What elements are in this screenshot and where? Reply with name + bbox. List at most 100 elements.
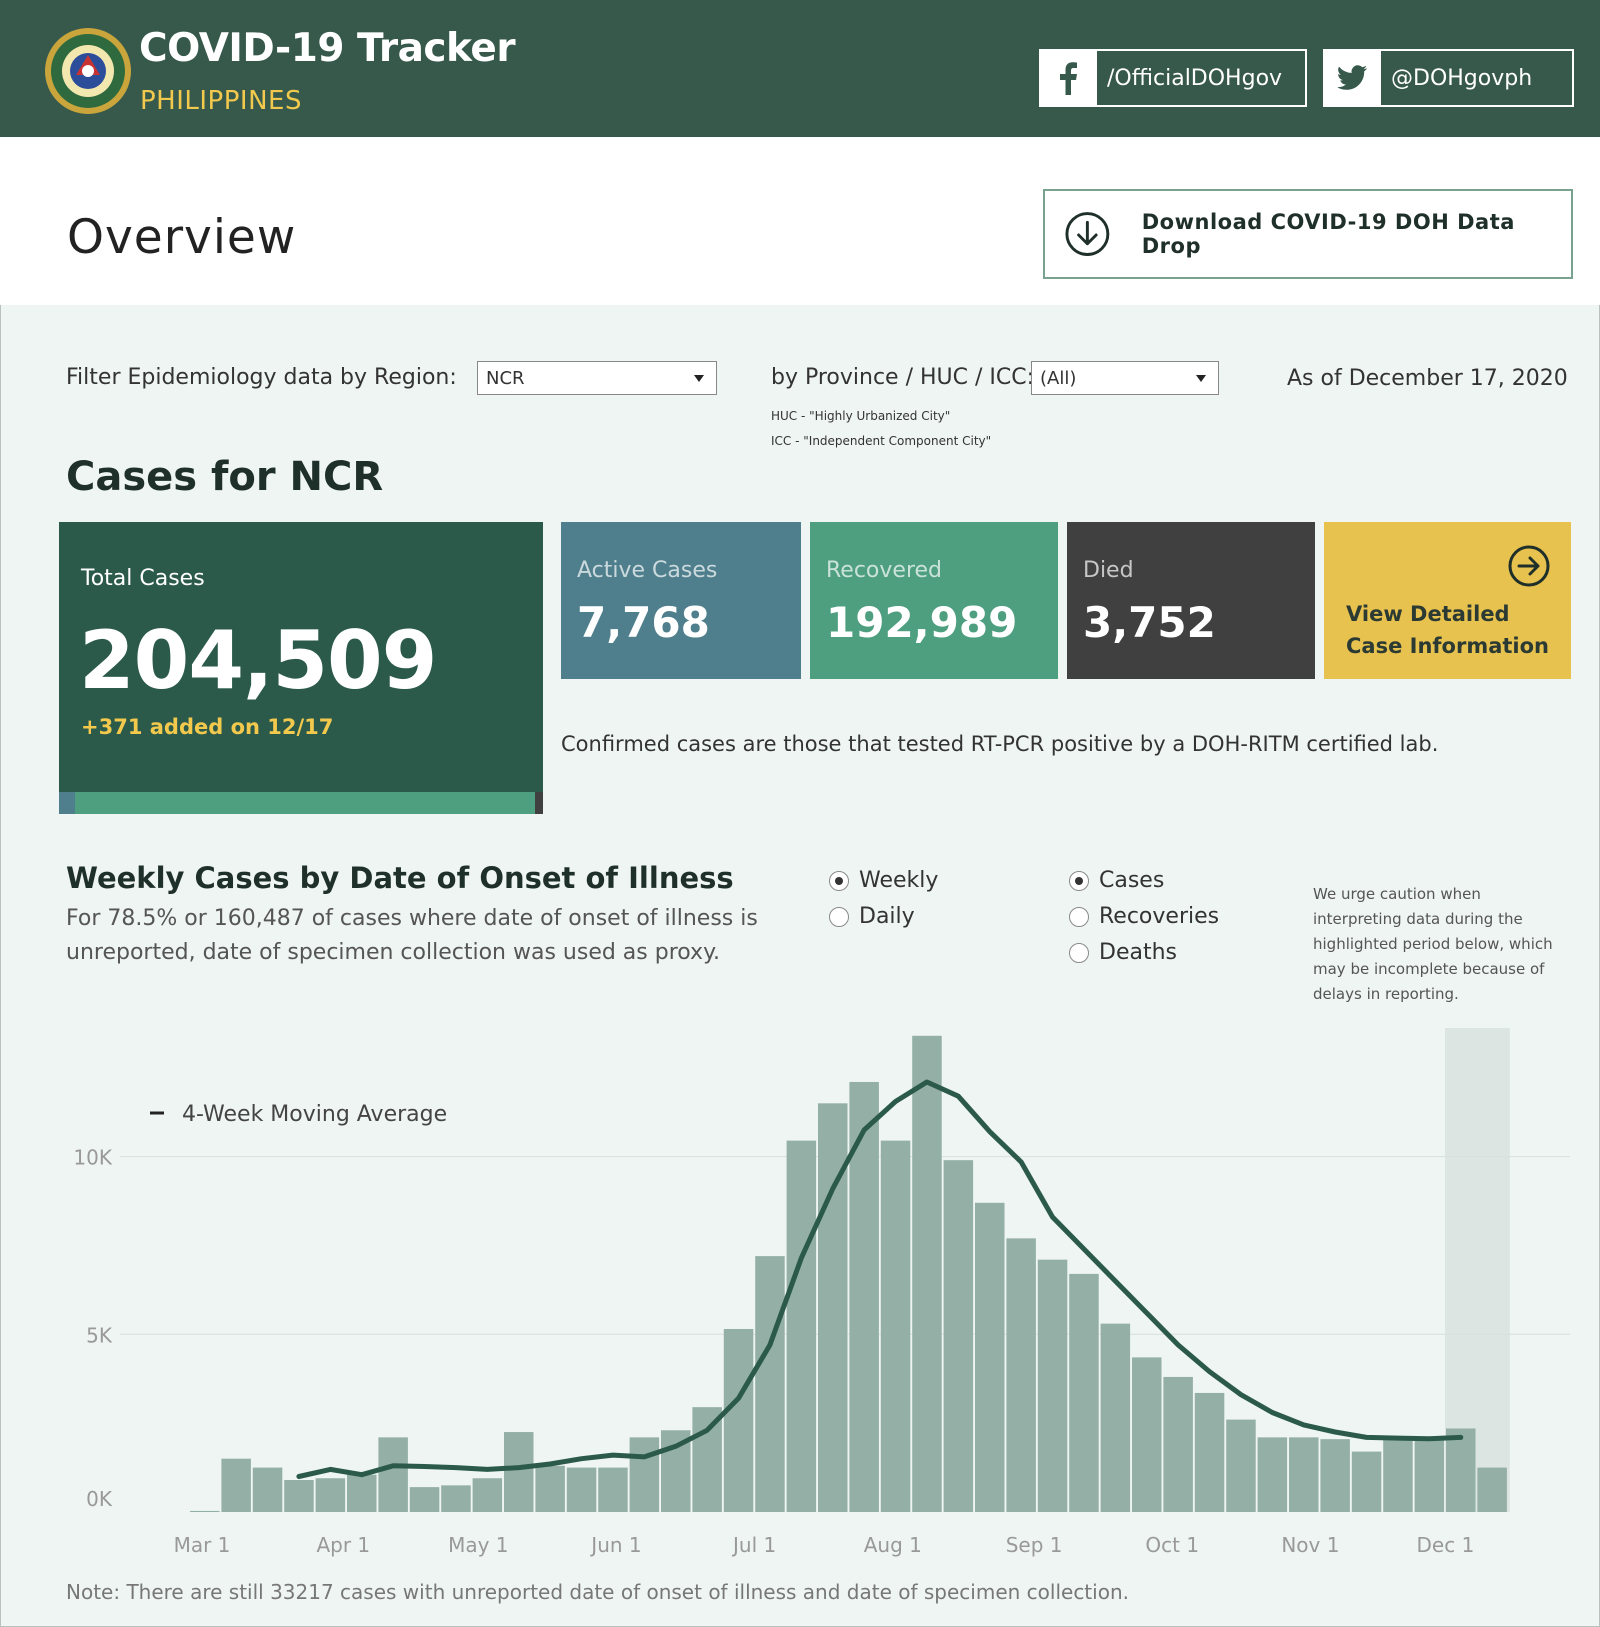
weekly-bar[interactable]	[284, 1480, 314, 1512]
region-select[interactable]: NCR	[477, 361, 717, 395]
weekly-cases-chart: 0K 5K 10K 4-Week Moving Average Mar 1 Apr 1 Ma…	[73, 1028, 1570, 1557]
weekly-bar[interactable]	[1194, 1392, 1225, 1512]
weekly-bar[interactable]	[378, 1437, 408, 1512]
weekly-bar[interactable]	[1351, 1451, 1382, 1512]
weekly-bar[interactable]	[252, 1467, 283, 1512]
weekly-bar[interactable]	[975, 1202, 1005, 1512]
x-tick-label: Jun 1	[589, 1533, 641, 1557]
weekly-bar[interactable]	[723, 1328, 754, 1512]
desc-line-1: For 78.5% or 160,487 of cases where date…	[66, 906, 758, 931]
x-tick-label: Jul 1	[731, 1533, 776, 1557]
weekly-bar[interactable]	[1100, 1323, 1131, 1512]
as-of-date: As of December 17, 2020	[1287, 366, 1568, 391]
download-data-drop-button[interactable]: Download COVID-19 DOH Data Drop	[1043, 189, 1573, 279]
x-tick-label: Nov 1	[1281, 1533, 1339, 1557]
weekly-bar[interactable]	[755, 1256, 785, 1512]
recovered-label: Recovered	[826, 558, 943, 583]
province-select-value: (All)	[1040, 368, 1077, 389]
desc-line-2: unreported, date of specimen collection …	[66, 940, 720, 965]
weekly-bar[interactable]	[598, 1467, 628, 1512]
radio-weekly-dot	[829, 870, 849, 891]
x-tick-label: Sep 1	[1006, 1533, 1063, 1557]
weekly-bar[interactable]	[1289, 1437, 1319, 1512]
weekly-bar[interactable]	[849, 1081, 879, 1512]
province-select[interactable]: (All)	[1031, 361, 1219, 395]
confirmed-cases-note: Confirmed cases are those that tested RT…	[561, 732, 1439, 756]
weekly-bar[interactable]	[1037, 1259, 1068, 1512]
weekly-bar[interactable]	[1163, 1376, 1193, 1512]
weekly-bar[interactable]	[441, 1485, 471, 1512]
view-line-1: View Detailed	[1346, 602, 1510, 626]
chevron-down-icon	[1196, 375, 1206, 382]
y-tick-label: 0K	[86, 1487, 113, 1511]
page-title: Overview	[67, 210, 297, 265]
weekly-chart-title: Weekly Cases by Date of Onset of Illness	[66, 861, 734, 895]
app-subtitle: PHILIPPINES	[140, 86, 302, 116]
weekly-bar[interactable]	[535, 1465, 565, 1512]
weekly-bar[interactable]	[943, 1160, 974, 1512]
facebook-link[interactable]: /OfficialDOHgov	[1039, 49, 1307, 107]
radio-recoveries[interactable]: Recoveries	[1069, 904, 1219, 929]
active-cases-label: Active Cases	[577, 558, 718, 583]
huc-note: HUC - "Highly Urbanized City"	[771, 409, 951, 423]
radio-weekly[interactable]: Weekly	[829, 868, 938, 893]
radio-daily-dot	[829, 906, 849, 927]
weekly-bar[interactable]	[504, 1432, 534, 1512]
weekly-bar[interactable]	[1257, 1437, 1288, 1512]
x-tick-label: Aug 1	[864, 1533, 922, 1557]
total-cases-label: Total Cases	[81, 566, 205, 591]
weekly-bar[interactable]	[1006, 1238, 1036, 1512]
radio-daily-label: Daily	[859, 904, 915, 929]
weekly-bar[interactable]	[1414, 1437, 1445, 1512]
total-cases-card: Total Cases 204,509 +371 added on 12/17	[59, 522, 543, 814]
case-breakdown-bar	[59, 792, 543, 814]
weekly-bar[interactable]	[472, 1478, 503, 1512]
header-bar: COVID-19 Tracker PHILIPPINES /OfficialDO…	[0, 0, 1600, 137]
weekly-bar[interactable]	[1069, 1273, 1099, 1512]
app-title: COVID-19 Tracker	[139, 26, 516, 71]
view-case-info-button[interactable]: View Detailed Case Information	[1324, 522, 1571, 679]
weekly-bar[interactable]	[629, 1437, 660, 1512]
y-tick-label: 10K	[73, 1146, 112, 1170]
cases-added-today: +371 added on 12/17	[81, 715, 334, 739]
weekly-bar[interactable]	[566, 1467, 597, 1512]
twitter-link[interactable]: @DOHgovph	[1323, 49, 1574, 107]
radio-daily[interactable]: Daily	[829, 904, 915, 929]
weekly-bar[interactable]	[1132, 1357, 1162, 1512]
weekly-bar[interactable]	[786, 1140, 817, 1512]
doh-seal-icon	[45, 28, 131, 114]
weekly-bar[interactable]	[1477, 1467, 1507, 1512]
overview-strip: Overview Download COVID-19 DOH Data Drop	[0, 137, 1600, 305]
weekly-bar[interactable]	[221, 1458, 251, 1512]
download-circle-icon	[1065, 212, 1110, 256]
weekly-bar[interactable]	[315, 1478, 346, 1512]
weekly-bar[interactable]	[880, 1140, 911, 1512]
view-line-2: Case Information	[1346, 634, 1549, 658]
x-tick-label: Apr 1	[316, 1533, 370, 1557]
died-card: Died 3,752	[1067, 522, 1315, 679]
active-segment	[59, 792, 75, 814]
recovered-value: 192,989	[826, 598, 1018, 647]
icc-note: ICC - "Independent Component City"	[771, 434, 992, 448]
active-cases-card: Active Cases 7,768	[561, 522, 801, 679]
active-cases-value: 7,768	[577, 598, 710, 647]
weekly-bar[interactable]	[1320, 1439, 1350, 1512]
chevron-down-icon	[694, 375, 704, 382]
facebook-icon	[1039, 49, 1097, 107]
radio-cases[interactable]: Cases	[1069, 868, 1164, 893]
y-tick-label: 5K	[86, 1323, 113, 1347]
weekly-chart-description: For 78.5% or 160,487 of cases where date…	[66, 902, 758, 970]
radio-deaths-label: Deaths	[1099, 940, 1177, 965]
radio-weekly-label: Weekly	[859, 868, 939, 893]
weekly-bar[interactable]	[409, 1487, 440, 1512]
weekly-bar[interactable]	[347, 1474, 377, 1512]
caution-note: We urge caution when interpreting data d…	[1313, 885, 1553, 1003]
weekly-bar[interactable]	[190, 1510, 220, 1512]
weekly-bar[interactable]	[912, 1035, 942, 1512]
weekly-bar[interactable]	[1383, 1439, 1413, 1512]
recovered-card: Recovered 192,989	[810, 522, 1058, 679]
weekly-bar[interactable]	[1446, 1428, 1476, 1512]
weekly-bar[interactable]	[1226, 1419, 1256, 1512]
radio-deaths[interactable]: Deaths	[1069, 940, 1177, 965]
weekly-bar[interactable]	[692, 1407, 722, 1512]
